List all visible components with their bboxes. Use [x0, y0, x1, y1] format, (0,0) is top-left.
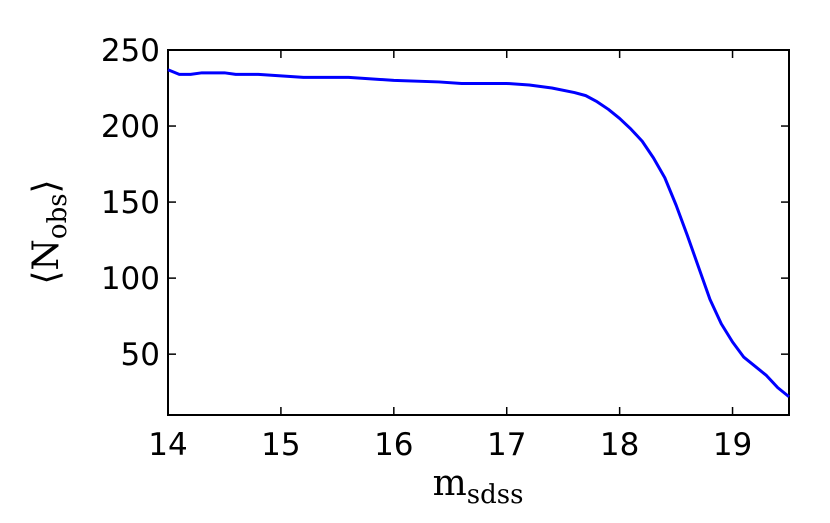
y-tick-label: 150	[101, 185, 160, 221]
axes-frame	[167, 49, 790, 416]
x-tick-label: 19	[713, 427, 752, 463]
data-line	[167, 68, 790, 398]
y-label-main: N	[26, 239, 67, 271]
y-tick-label: 100	[101, 261, 160, 297]
x-tick-label: 16	[374, 427, 413, 463]
x-tick-label: 14	[148, 427, 187, 463]
y-tick-label: 250	[101, 33, 160, 69]
x-tick-label: 15	[261, 427, 300, 463]
x-label-main: m	[433, 463, 467, 504]
y-label-sub: obs	[43, 193, 73, 239]
y-axis-label: ⟨Nobs⟩	[26, 179, 73, 284]
x-label-sub: sdss	[467, 480, 524, 510]
y-label-close: ⟩	[26, 179, 67, 193]
x-tick-label: 17	[487, 427, 526, 463]
y-tick-label: 50	[121, 337, 160, 373]
x-tick-label: 18	[600, 427, 639, 463]
y-tick-label: 200	[101, 109, 160, 145]
x-axis-label: msdss	[433, 463, 524, 510]
y-label-open: ⟨	[26, 271, 67, 285]
